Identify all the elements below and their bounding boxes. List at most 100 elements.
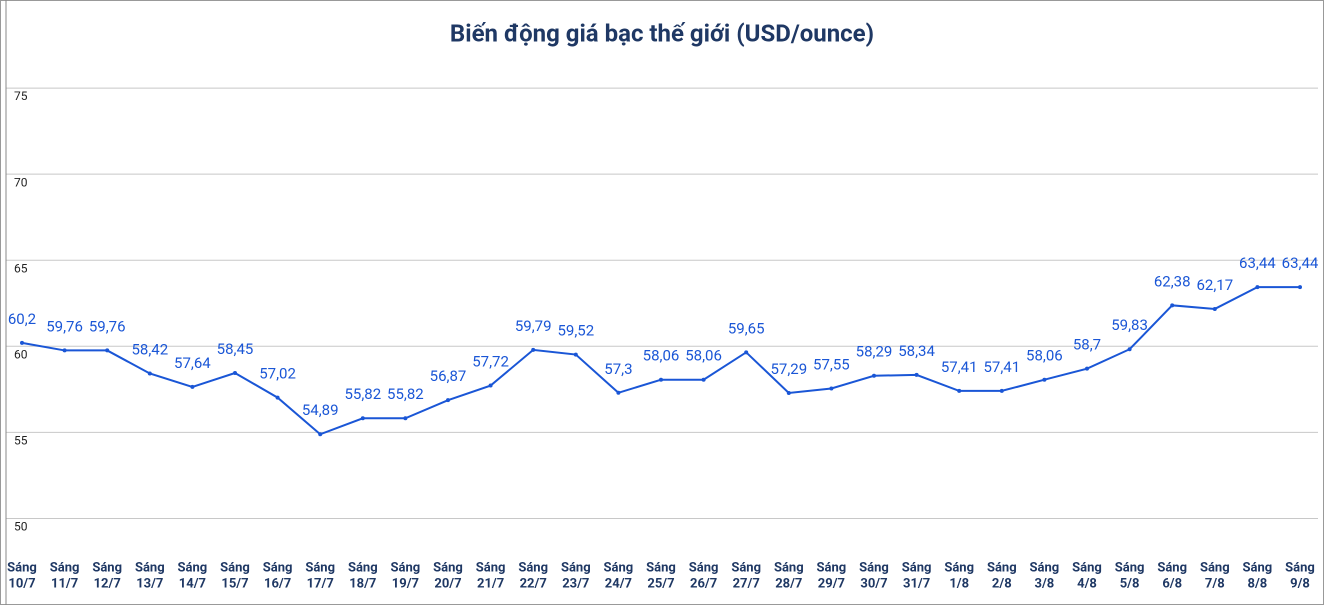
value-label: 60,2 (8, 310, 36, 328)
value-label: 58,45 (217, 340, 254, 358)
point (233, 370, 237, 375)
value-label: 58,06 (643, 347, 680, 365)
value-label: 62,17 (1196, 276, 1233, 294)
x-tick-label: Sáng (604, 560, 634, 575)
x-tick-label: 30/7 (860, 576, 887, 591)
point (1212, 306, 1217, 311)
value-label: 55,82 (387, 385, 424, 403)
x-tick-label: Sáng (817, 560, 847, 575)
chart-title: Biến động giá bạc thế giới (USD/ounce) (450, 19, 874, 47)
x-tick-label: Sáng (689, 560, 719, 575)
x-tick-label: 29/7 (818, 576, 845, 591)
point (1042, 377, 1047, 382)
value-label: 57,41 (983, 358, 1020, 376)
x-tick-label: 11/7 (51, 576, 78, 591)
point (360, 416, 365, 421)
x-tick-label: 4/8 (1077, 576, 1097, 591)
x-tick-label: 6/8 (1162, 576, 1182, 591)
x-tick-label: 12/7 (94, 576, 121, 591)
x-tick-label: 28/7 (775, 576, 802, 591)
point (701, 377, 706, 382)
x-tick-label: Sáng (391, 560, 421, 575)
x-tick-label: 31/7 (903, 576, 930, 591)
x-tick-label: 9/8 (1290, 576, 1310, 591)
x-tick-label: Sáng (1115, 560, 1145, 575)
x-tick-label: 15/7 (221, 576, 248, 591)
value-label: 58,42 (131, 340, 168, 358)
x-tick-label: Sáng (1157, 560, 1187, 575)
point (1085, 366, 1089, 371)
x-tick-label: Sáng (902, 560, 932, 575)
point (62, 348, 67, 353)
x-tick-label: Sáng (1072, 560, 1102, 575)
x-tick-label: Sáng (178, 560, 208, 575)
point (20, 340, 24, 345)
x-tick-label: Sáng (92, 560, 122, 575)
point (573, 352, 578, 357)
y-tick-label: 55 (14, 434, 28, 448)
value-label: 57,29 (770, 360, 807, 378)
x-tick-label: Sáng (50, 560, 80, 575)
value-label: 59,83 (1111, 316, 1148, 334)
y-tick-label: 50 (14, 520, 28, 534)
x-tick-label: Sáng (135, 560, 165, 575)
x-tick-label: Sáng (1030, 560, 1060, 575)
point (403, 416, 408, 421)
x-tick-label: 20/7 (434, 576, 461, 591)
x-tick-label: 27/7 (733, 576, 760, 591)
x-tick-label: Sáng (774, 560, 804, 575)
x-tick-label: Sáng (944, 560, 974, 575)
point (190, 384, 195, 389)
x-tick-label: 25/7 (647, 576, 674, 591)
x-tick-label: 21/7 (477, 576, 504, 591)
x-tick-label: Sáng (1243, 560, 1273, 575)
value-label: 57,02 (259, 365, 296, 383)
x-tick-label: Sáng (433, 560, 463, 575)
y-tick-label: 65 (14, 261, 28, 275)
point (829, 386, 834, 391)
x-tick-label: 10/7 (8, 576, 35, 591)
point (318, 432, 323, 437)
x-tick-label: Sáng (220, 560, 250, 575)
x-tick-label: 16/7 (264, 576, 291, 591)
point (786, 390, 791, 395)
x-tick-label: Sáng (7, 560, 37, 575)
x-tick-label: 17/7 (307, 576, 334, 591)
x-tick-label: Sáng (646, 560, 676, 575)
value-label: 57,41 (941, 358, 978, 376)
x-tick-label: 3/8 (1035, 576, 1055, 591)
point (744, 350, 749, 355)
value-label: 59,76 (89, 317, 126, 335)
point (999, 388, 1004, 393)
value-label: 58,29 (856, 343, 893, 361)
y-tick-label: 70 (14, 175, 28, 189)
value-label: 57,72 (472, 353, 509, 371)
value-label: 57,55 (813, 355, 850, 373)
value-label: 63,44 (1239, 254, 1276, 272)
point (488, 383, 493, 388)
x-tick-label: 5/8 (1120, 576, 1140, 591)
point (914, 372, 919, 377)
point (1127, 347, 1132, 352)
x-tick-label: Sáng (561, 560, 591, 575)
x-tick-label: Sáng (476, 560, 506, 575)
value-label: 59,79 (515, 317, 552, 335)
x-tick-label: 14/7 (179, 576, 206, 591)
point (275, 395, 280, 400)
x-tick-label: Sáng (518, 560, 548, 575)
x-tick-label: Sáng (987, 560, 1017, 575)
value-label: 58,06 (1026, 347, 1063, 365)
value-label: 54,89 (302, 401, 339, 419)
point (446, 398, 450, 403)
x-tick-label: Sáng (305, 560, 335, 575)
point (872, 373, 876, 378)
y-tick-label: 75 (14, 89, 28, 103)
point (957, 388, 962, 393)
value-label: 59,52 (557, 322, 594, 340)
x-tick-label: Sáng (263, 560, 293, 575)
y-tick-label: 60 (14, 347, 28, 361)
point (616, 390, 621, 395)
x-tick-label: 18/7 (349, 576, 376, 591)
